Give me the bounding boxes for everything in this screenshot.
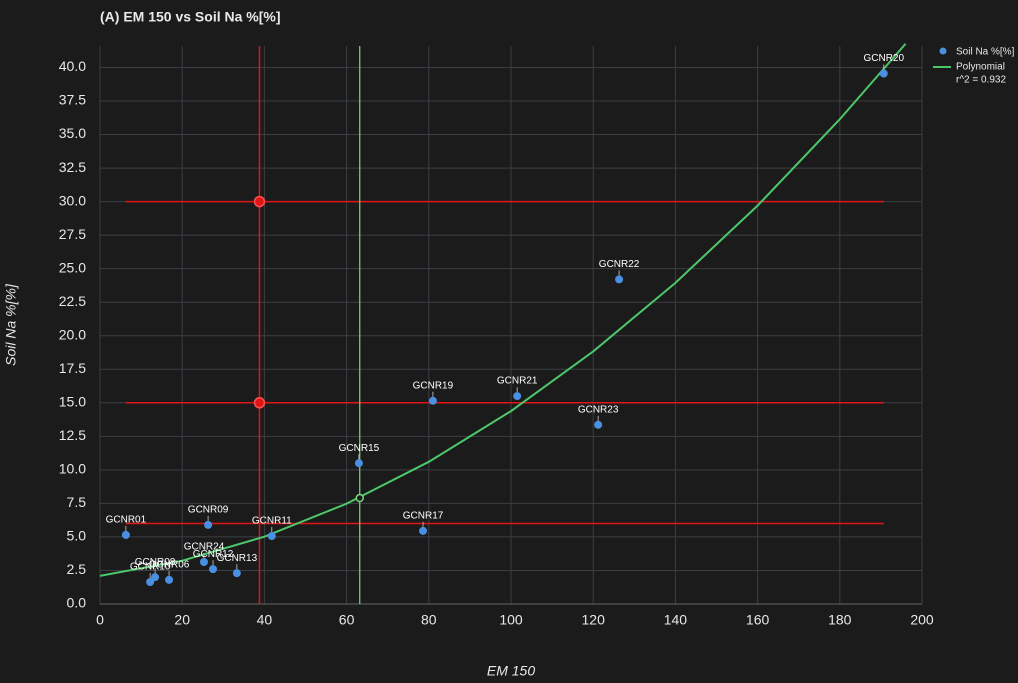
y-tick-label: 15.0 — [59, 394, 86, 410]
x-axis-label: EM 150 — [487, 663, 535, 679]
y-tick-label: 10.0 — [59, 461, 86, 477]
x-tick-label: 100 — [499, 612, 523, 628]
point-label: GCNR17 — [403, 511, 444, 522]
y-tick-label: 35.0 — [59, 125, 86, 141]
data-point — [151, 573, 160, 582]
x-tick-label: 200 — [910, 612, 934, 628]
data-point — [594, 420, 603, 429]
point-label: GCNR06 — [149, 559, 190, 570]
y-tick-label: 5.0 — [67, 528, 87, 544]
y-tick-label: 7.5 — [67, 494, 87, 510]
point-label: GCNR08 — [135, 557, 176, 568]
point-label: GCNR09 — [188, 505, 229, 516]
point-label: GCNR01 — [106, 515, 147, 526]
point-label: GCNR24 — [184, 542, 225, 553]
threshold-marker — [253, 397, 266, 409]
data-point — [267, 531, 276, 540]
legend-annotation: r^2 = 0.932 — [956, 75, 1006, 86]
x-tick-label: 60 — [339, 612, 355, 628]
data-point — [419, 526, 428, 535]
point-label: GCNR19 — [413, 380, 454, 391]
x-tick-label: 0 — [96, 612, 104, 628]
y-tick-label: 30.0 — [59, 192, 86, 208]
data-point — [615, 275, 624, 284]
data-point — [199, 558, 208, 567]
x-tick-label: 120 — [582, 612, 606, 628]
data-point — [209, 565, 218, 574]
data-point — [204, 520, 213, 529]
data-point — [354, 459, 363, 468]
legend-label: Polynomial — [956, 62, 1005, 73]
point-label: GCNR13 — [217, 553, 258, 564]
data-point — [232, 569, 241, 578]
y-tick-label: 40.0 — [59, 58, 86, 74]
point-label: GCNR11 — [252, 516, 292, 527]
intersection-marker — [355, 493, 365, 503]
y-tick-label: 27.5 — [59, 226, 86, 242]
legend-marker — [939, 47, 947, 55]
point-label: GCNR23 — [578, 404, 619, 415]
data-point — [165, 575, 174, 584]
legend-label: Soil Na %[%] — [956, 47, 1015, 58]
chart-title: (A) EM 150 vs Soil Na %[%] — [100, 9, 281, 25]
x-tick-label: 160 — [746, 612, 770, 628]
point-label: GCNR12 — [193, 549, 234, 560]
point-label: GCNR21 — [497, 376, 538, 387]
x-tick-label: 20 — [174, 612, 190, 628]
point-label: GCNR15 — [339, 443, 380, 454]
y-tick-label: 32.5 — [59, 159, 86, 175]
data-point — [146, 578, 155, 587]
y-tick-label: 25.0 — [59, 259, 86, 275]
point-label: GCNR20 — [863, 53, 904, 64]
y-axis-label: Soil Na %[%] — [3, 283, 19, 366]
y-tick-label: 22.5 — [59, 293, 86, 309]
y-tick-label: 37.5 — [59, 92, 86, 108]
y-tick-label: 2.5 — [67, 561, 87, 577]
x-tick-label: 180 — [828, 612, 852, 628]
data-point — [428, 396, 437, 405]
data-point — [879, 69, 888, 78]
point-label: GCNR22 — [599, 259, 640, 270]
data-point — [121, 530, 130, 539]
y-tick-label: 0.0 — [67, 595, 87, 611]
y-tick-label: 20.0 — [59, 326, 86, 342]
x-tick-label: 40 — [257, 612, 273, 628]
point-label: GCNR10 — [130, 562, 171, 573]
threshold-marker — [253, 195, 266, 208]
data-point — [513, 392, 522, 401]
fit-curve — [99, 43, 907, 577]
y-tick-label: 12.5 — [59, 427, 86, 443]
x-tick-label: 140 — [664, 612, 688, 628]
x-tick-label: 80 — [421, 612, 437, 628]
y-tick-label: 17.5 — [59, 360, 86, 376]
